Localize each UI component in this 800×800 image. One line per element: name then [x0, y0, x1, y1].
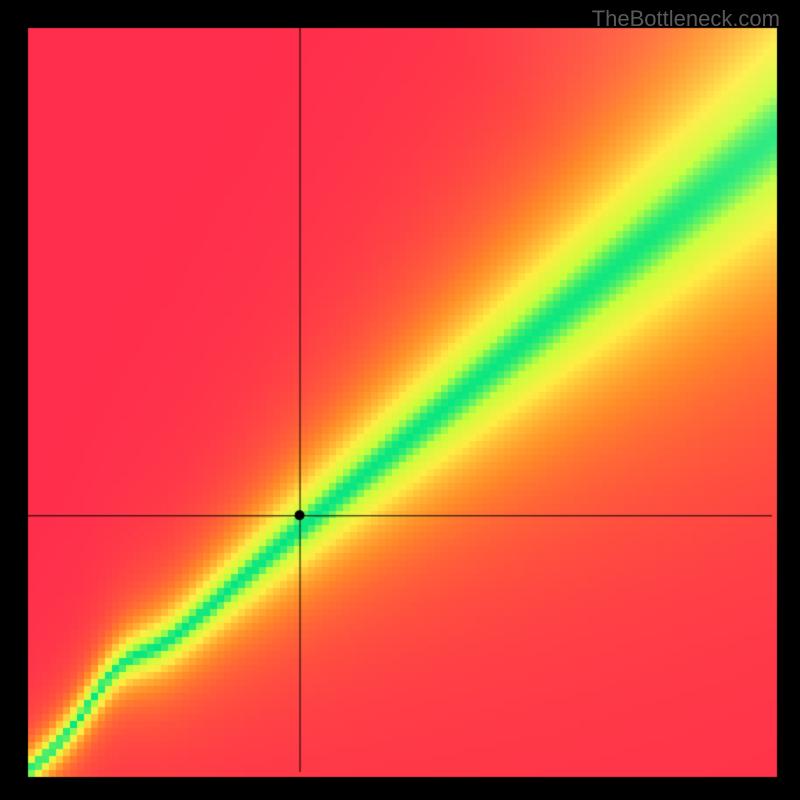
heatmap-canvas: [0, 0, 800, 800]
chart-container: TheBottleneck.com: [0, 0, 800, 800]
watermark-text: TheBottleneck.com: [592, 6, 780, 32]
